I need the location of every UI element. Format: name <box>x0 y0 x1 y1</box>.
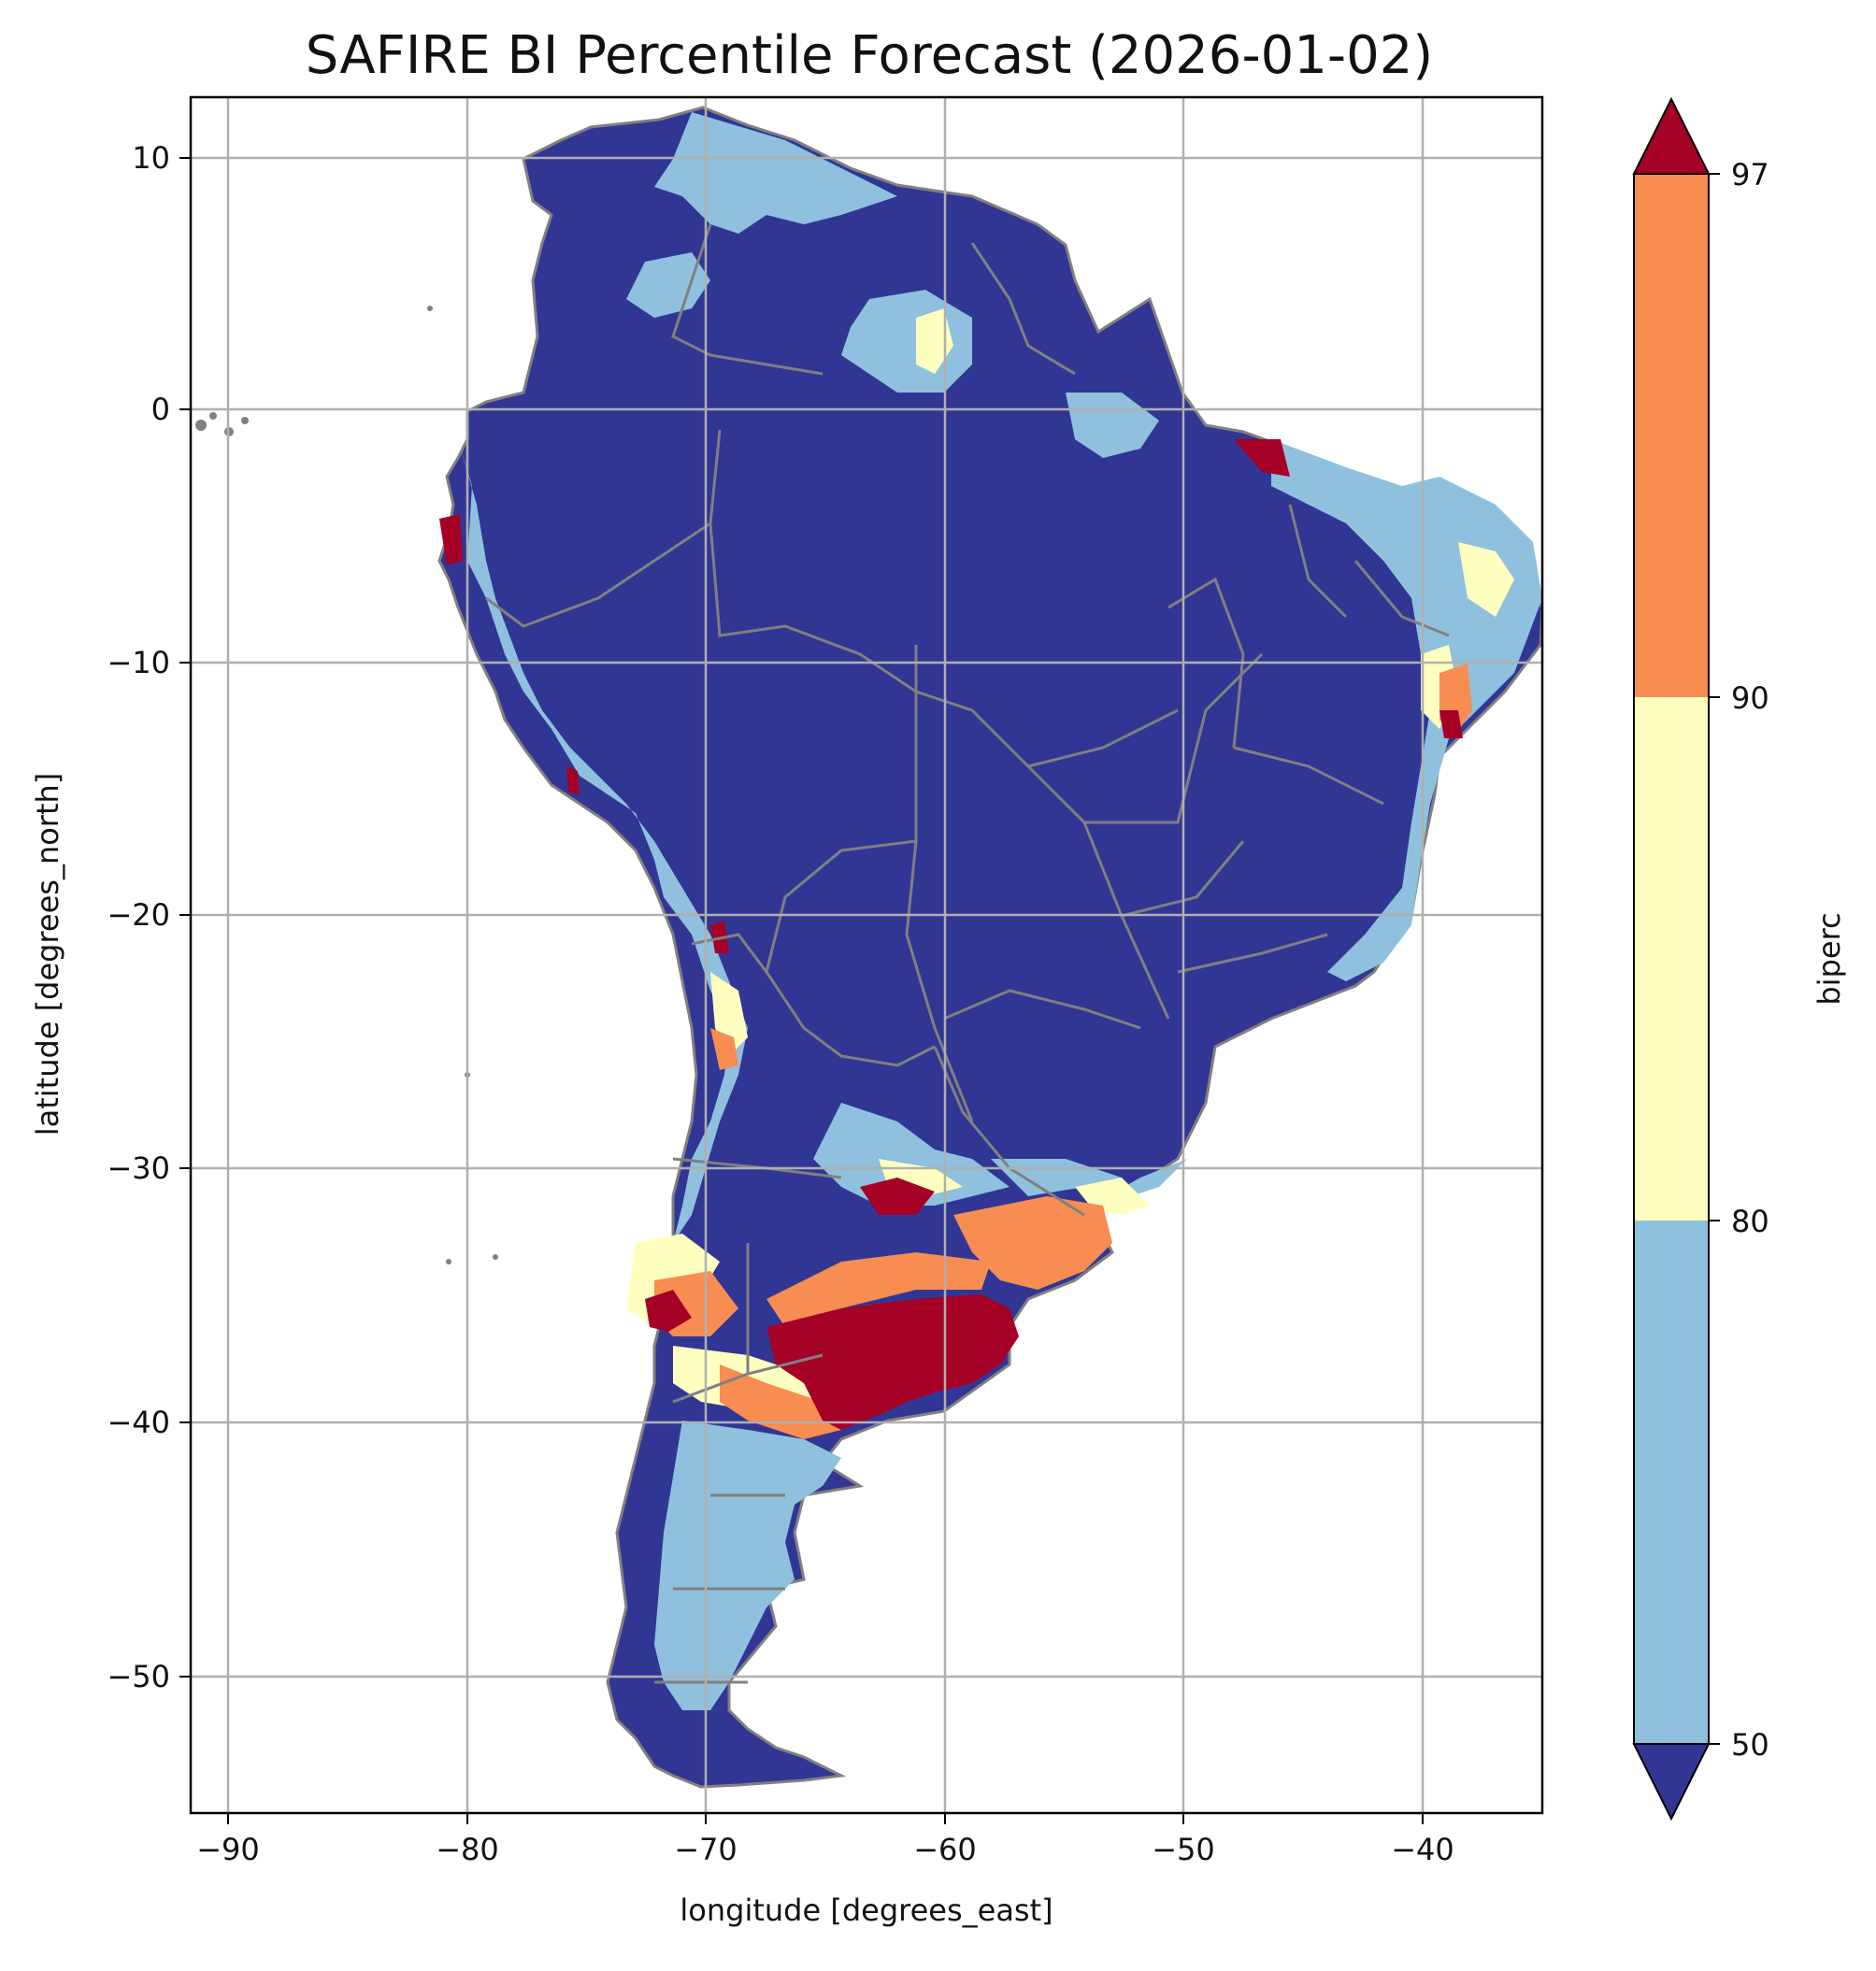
y-axis <box>179 157 191 1678</box>
x-tick-label: −80 <box>436 1832 499 1867</box>
region-90-97 <box>654 664 1472 1439</box>
axes-frame <box>189 95 1544 1815</box>
map-axes: −90 −80 −70 −60 −50 −40 10 0 −10 −20 −30… <box>30 95 1544 1928</box>
y-tick-label: 0 <box>151 392 170 427</box>
colorbar-extend-max <box>1632 96 1711 175</box>
x-axis-label: longitude [degrees_east] <box>680 1892 1053 1928</box>
colorbar-tick-label: 90 <box>1731 680 1769 716</box>
y-tick-label: −20 <box>107 897 170 933</box>
chart-title: SAFIRE BI Percentile Forecast (2026-01-0… <box>306 25 1433 86</box>
y-tick-label: −40 <box>107 1405 170 1440</box>
colorbar-band-50-80 <box>1634 1221 1709 1744</box>
y-tick-label: −10 <box>107 645 170 680</box>
political-borders <box>485 223 1450 1684</box>
y-tick-label: −30 <box>107 1150 170 1186</box>
x-tick-label: −40 <box>1391 1832 1454 1867</box>
colorbar-frame <box>1633 173 1710 1745</box>
map-layers <box>195 106 1542 1789</box>
y-axis-label: latitude [degrees_north] <box>30 773 65 1136</box>
gridlines <box>191 97 1542 1813</box>
colorbar-tick-label: 50 <box>1731 1727 1769 1763</box>
x-tick-label: −90 <box>196 1832 260 1867</box>
colorbar: 97 90 80 50 biperc <box>1632 96 1847 1821</box>
colorbar-tick-label: 97 <box>1731 157 1769 193</box>
colorbar-tick-label: 80 <box>1731 1204 1769 1239</box>
colorbar-band-90-97 <box>1634 174 1709 697</box>
y-tick-label: 10 <box>132 140 170 176</box>
colorbar-ticks <box>1709 173 1720 1745</box>
colorbar-extend-min <box>1632 1743 1711 1821</box>
islands <box>195 306 498 1264</box>
y-tick-label: −50 <box>107 1659 170 1694</box>
colorbar-label: biperc <box>1812 912 1847 1005</box>
x-tick-label: −70 <box>674 1832 738 1867</box>
x-tick-label: −60 <box>913 1832 977 1867</box>
region-above-97 <box>439 439 1463 1430</box>
x-axis <box>227 1813 1424 1824</box>
x-tick-label: −50 <box>1152 1832 1215 1867</box>
colorbar-band-80-90 <box>1634 697 1709 1221</box>
